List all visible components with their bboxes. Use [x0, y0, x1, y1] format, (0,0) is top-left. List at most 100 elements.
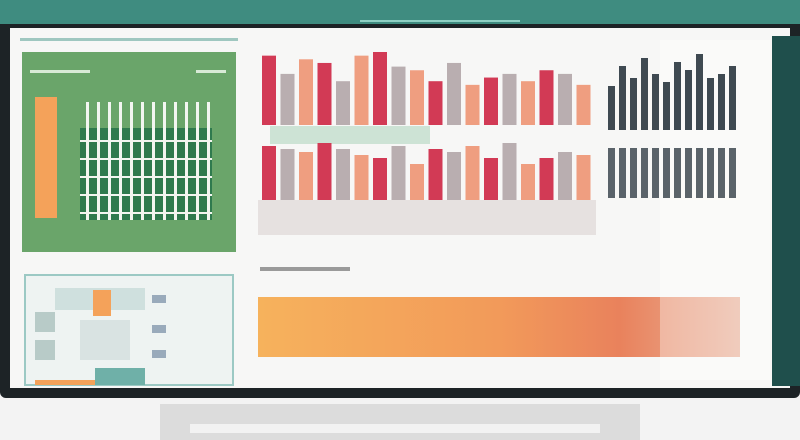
bar — [608, 86, 615, 130]
thumb — [35, 380, 95, 385]
bar — [630, 78, 637, 130]
bar — [663, 82, 670, 130]
bar — [447, 152, 461, 200]
bar — [521, 81, 535, 125]
bar — [729, 66, 736, 130]
bar — [410, 70, 424, 125]
grid-block — [80, 128, 212, 220]
grid-line — [174, 102, 177, 220]
bar — [354, 155, 369, 200]
bar — [317, 62, 332, 125]
grid-line — [80, 158, 212, 160]
grid-line — [163, 102, 166, 220]
bar — [576, 84, 591, 125]
bar — [539, 158, 554, 200]
bar — [484, 77, 498, 125]
bar-shadow — [619, 148, 626, 198]
grid-line — [97, 102, 100, 220]
thumb — [35, 312, 55, 332]
bar — [465, 146, 480, 200]
bar-shadow — [718, 148, 725, 198]
orange-bar — [35, 97, 57, 218]
bar — [336, 149, 350, 200]
grid-line — [80, 140, 212, 142]
bar — [558, 73, 572, 125]
header-line — [20, 38, 238, 41]
bar — [280, 73, 295, 125]
bar-shadow — [674, 148, 681, 198]
bar — [558, 152, 572, 200]
bar-shadow — [729, 148, 736, 198]
grid-line — [130, 102, 133, 220]
grid-line — [185, 102, 188, 220]
bar — [317, 143, 332, 200]
grid-lines — [80, 102, 212, 220]
grid-line — [119, 102, 122, 220]
bar-shadow — [608, 148, 615, 198]
bar — [484, 158, 498, 200]
top-line — [360, 20, 520, 22]
bar — [707, 78, 714, 130]
grid-line — [86, 102, 89, 220]
bar — [299, 59, 313, 125]
bar — [410, 164, 424, 200]
thumb — [93, 290, 111, 316]
bar-shadow — [707, 148, 714, 198]
bar — [299, 152, 313, 200]
thumb — [152, 295, 166, 303]
bar — [674, 62, 681, 130]
bar — [576, 155, 591, 200]
bar — [262, 146, 276, 200]
bar — [718, 74, 725, 130]
thumb — [80, 320, 130, 360]
grid-line — [141, 102, 144, 220]
bar — [447, 62, 461, 125]
thumb — [35, 340, 55, 360]
grid-line — [80, 212, 212, 214]
grid-line — [152, 102, 155, 220]
bar — [465, 84, 480, 125]
bar — [391, 66, 406, 125]
bar-shadow — [685, 148, 692, 198]
orange-strip — [258, 297, 740, 357]
thumb — [152, 325, 166, 333]
bar-shadow — [652, 148, 659, 198]
bar — [354, 55, 369, 125]
bar — [652, 74, 659, 130]
bar — [391, 146, 406, 200]
bar — [428, 149, 443, 200]
grid-line — [108, 102, 111, 220]
bar — [373, 158, 387, 200]
bar — [539, 70, 554, 125]
bar — [502, 143, 517, 200]
bar-shadow — [641, 148, 648, 198]
bar-shadow — [630, 148, 637, 198]
bar — [502, 73, 517, 125]
divider — [260, 267, 350, 271]
right-panel — [772, 36, 800, 386]
bar-shadow — [663, 148, 670, 198]
grid-line — [80, 194, 212, 196]
grid-line — [80, 176, 212, 178]
bar — [336, 81, 350, 125]
bar — [428, 81, 443, 125]
panel-line — [196, 70, 226, 73]
bar — [521, 164, 535, 200]
grid-line — [207, 102, 210, 220]
bar — [619, 66, 626, 130]
grid-line — [196, 102, 199, 220]
bar-shadow — [696, 148, 703, 198]
thumb — [152, 350, 166, 358]
highlight-band — [270, 126, 430, 144]
bar — [280, 149, 295, 200]
stand-base — [190, 424, 600, 433]
light-band — [258, 200, 596, 235]
bar — [685, 70, 692, 130]
bar — [696, 54, 703, 130]
stand — [160, 404, 640, 440]
bar — [373, 52, 387, 125]
bar — [641, 58, 648, 130]
thumb — [95, 368, 145, 385]
